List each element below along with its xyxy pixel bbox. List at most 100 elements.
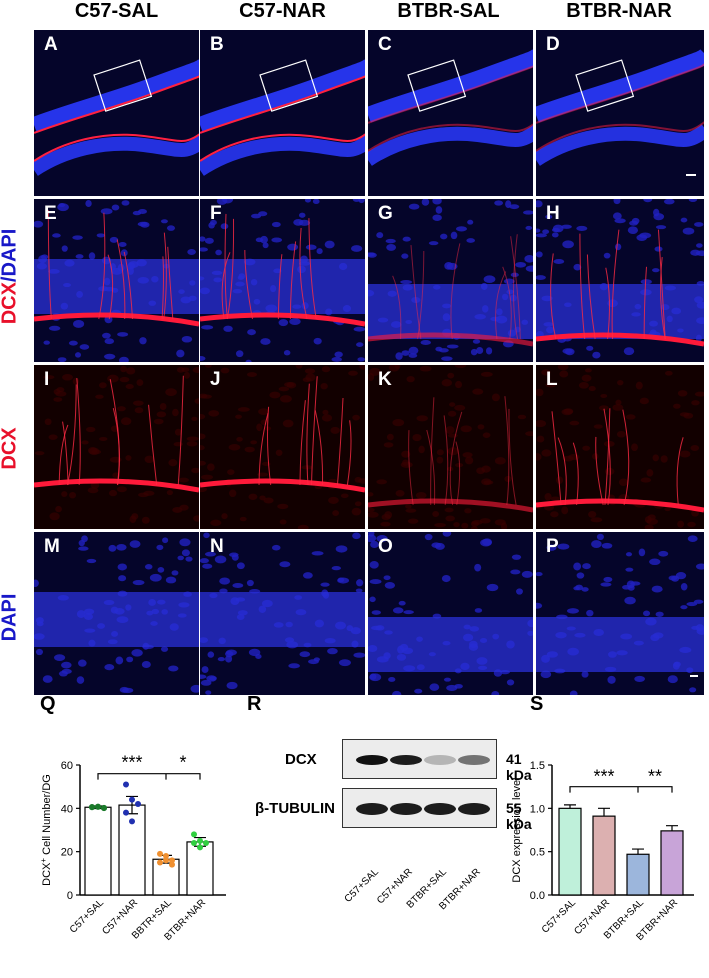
panel-letter: B: [210, 34, 224, 55]
s-y-tick-label: 1.0: [530, 803, 545, 815]
q-data-point: [197, 837, 203, 844]
q-data-point: [123, 809, 129, 816]
q-y-tick-label: 0: [67, 890, 73, 902]
wb-dcx-label: DCX: [285, 751, 317, 768]
q-significance-label: ***: [121, 753, 142, 773]
q-data-point: [197, 844, 203, 851]
s-significance-label: **: [648, 767, 662, 787]
wb-tubulin-band: [458, 803, 490, 815]
q-y-tick-label: 60: [61, 760, 73, 772]
s-error-bar: [632, 848, 644, 855]
row-label-dapi: DAPI: [0, 593, 21, 642]
wb-tubulin-band: [424, 803, 456, 815]
column-title-c57-nar: C57-NAR: [239, 0, 326, 22]
panel-letter: H: [546, 203, 560, 224]
wb-dcx-kda: 41 kDa: [506, 751, 532, 783]
column-title-btbr-nar: BTBR-NAR: [566, 0, 672, 22]
wb-dcx-band: [458, 755, 490, 765]
q-data-point: [135, 801, 141, 807]
panel-letter: A: [44, 34, 58, 55]
wb-tubulin-kda: 55 kDa: [506, 800, 532, 832]
micrograph-panel: A: [34, 30, 199, 196]
wb-dcx-band: [356, 755, 388, 765]
q-data-point: [157, 859, 163, 866]
micrograph-panel: K: [368, 365, 533, 529]
q-data-point: [169, 861, 175, 868]
q-significance-bracket: [97, 773, 201, 780]
s-y-tick-label: 0.5: [530, 847, 545, 859]
micrograph-panel: C: [368, 30, 533, 196]
panel-letter: I: [44, 369, 50, 390]
s-y-tick-label: 0.0: [530, 890, 545, 902]
panel-letter: N: [210, 536, 224, 557]
wb-dcx-blot: [342, 739, 497, 779]
q-data-point: [123, 781, 129, 788]
q-bar: [152, 858, 180, 896]
q-y-tick-label: 20: [61, 847, 73, 859]
figure-label-r: R: [247, 693, 262, 715]
micrograph-panel: M: [34, 532, 199, 695]
s-bar: [558, 807, 582, 896]
row-label-dapi-part: DAPI: [0, 228, 21, 277]
s-significance-label: ***: [593, 767, 614, 787]
micrograph-panel: D: [536, 30, 704, 196]
row-label-sep: /: [0, 276, 21, 283]
q-y-axis-label: DCX+ Cell Number/DG: [39, 774, 53, 886]
row-label-dcx-part: DCX: [0, 282, 21, 325]
q-data-point: [95, 803, 101, 810]
micrograph-panel: L: [536, 365, 704, 529]
column-title-btbr-sal: BTBR-SAL: [397, 0, 500, 22]
row-label-dcx-dapi: DCX/DAPI: [0, 217, 22, 337]
panel-letter: D: [546, 34, 560, 55]
q-data-point: [191, 840, 197, 846]
micrograph-panel: E: [34, 199, 199, 362]
western-blot: DCX 41 kDa β-TUBULIN 55 kDa C57+SAL C57+N…: [255, 725, 532, 975]
panel-letter: E: [44, 203, 57, 224]
micrograph-panel: I: [34, 365, 199, 529]
wb-dcx-band: [390, 755, 422, 765]
s-bar: [660, 830, 684, 896]
micrograph-panel: F: [200, 199, 365, 362]
micrograph-panel: J: [200, 365, 365, 529]
q-data-point: [203, 840, 209, 846]
figure-label-s: S: [530, 693, 544, 715]
q-significance-label: *: [179, 753, 186, 773]
wb-tubulin-label: β-TUBULIN: [255, 800, 335, 817]
q-data-point: [157, 850, 163, 857]
panel-letter: M: [44, 536, 60, 557]
micrograph-panel: B: [200, 30, 365, 196]
micrograph-panel: P: [536, 532, 704, 695]
wb-tubulin-band: [356, 803, 388, 815]
q-data-point: [163, 853, 169, 859]
q-data-point: [129, 818, 135, 825]
s-error-bar: [598, 807, 610, 817]
wb-tubulin-band: [390, 803, 422, 815]
q-bar: [84, 806, 112, 896]
panel-letter: L: [546, 369, 558, 390]
panel-letter: K: [378, 369, 392, 390]
micrograph-panel: N: [200, 532, 365, 695]
panel-letter: P: [546, 536, 559, 557]
column-title-c57-sal: C57-SAL: [74, 0, 159, 22]
figure-label-q: Q: [40, 693, 56, 715]
panel-letter: O: [378, 536, 393, 557]
wb-dcx-band: [424, 755, 456, 765]
q-data-point: [89, 804, 95, 811]
q-y-tick-label: 40: [61, 803, 73, 815]
q-data-point: [191, 831, 197, 838]
q-data-point: [163, 857, 169, 864]
panel-letter: C: [378, 34, 392, 55]
s-significance-bracket: [569, 786, 673, 793]
s-bar: [592, 815, 616, 896]
panel-letter: F: [210, 203, 222, 224]
row-label-dcx: DCX: [0, 427, 21, 470]
panel-letter: J: [210, 369, 221, 390]
micrograph-panel: G: [368, 199, 533, 362]
s-error-bar: [666, 825, 678, 831]
s-error-bar: [564, 804, 576, 809]
s-bar: [626, 853, 650, 896]
q-data-point: [101, 805, 107, 812]
wb-tubulin-blot: [342, 788, 497, 828]
